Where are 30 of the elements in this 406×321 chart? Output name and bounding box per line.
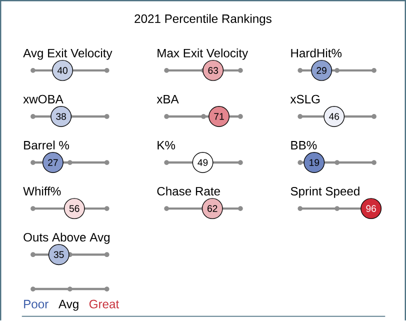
data-label: 49 — [198, 159, 208, 166]
category-label: xBA — [156, 95, 179, 104]
data-label: 71 — [214, 113, 224, 120]
data-label: 27 — [48, 159, 58, 166]
category-label: K% — [158, 140, 176, 150]
category-label: Sprint Speed — [290, 186, 360, 198]
category-label: HardHit% — [291, 48, 342, 58]
data-label: 63 — [208, 67, 218, 74]
data-label: 19 — [310, 159, 320, 166]
category-label: Avg Exit Velocity — [23, 48, 112, 60]
category-label: Barrel % — [24, 140, 70, 150]
category-label: Outs Above Avg — [24, 232, 110, 244]
text: Poor — [24, 300, 48, 308]
data-label: 62 — [208, 205, 218, 212]
text: Avg — [58, 300, 78, 311]
data-label: 40 — [57, 67, 68, 74]
category-label: BB% — [291, 140, 317, 150]
category-label: Chase Rate — [157, 186, 220, 196]
data-label: 46 — [329, 113, 340, 120]
category-label: xSLG — [290, 94, 320, 104]
data-label: 29 — [316, 67, 326, 74]
category-label: Max Exit Velocity — [158, 48, 248, 60]
category-label: xwOBA — [23, 94, 64, 104]
data-label: 38 — [56, 113, 66, 120]
data-label: 35 — [54, 251, 64, 258]
text: Great — [89, 300, 120, 308]
data-label: 56 — [69, 205, 80, 212]
text: 2021 Percentile Rankings — [134, 14, 272, 26]
category-label: Whiff% — [23, 186, 61, 196]
data-label: 96 — [366, 205, 376, 212]
